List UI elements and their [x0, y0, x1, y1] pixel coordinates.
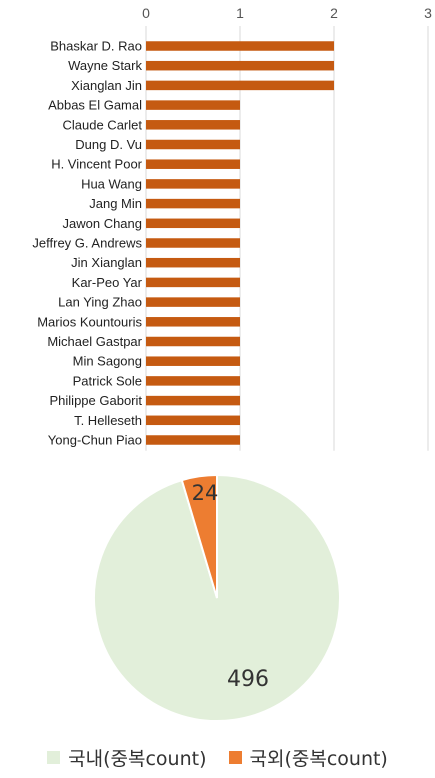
legend-label-domestic: 국내(중복count) [68, 747, 207, 770]
bar [146, 356, 240, 366]
bar [146, 218, 240, 229]
category-label: Min Sagong [73, 354, 142, 369]
category-label: Hua Wang [81, 176, 142, 191]
bar [146, 159, 240, 169]
bar [146, 120, 240, 130]
category-label: Dung D. Vu [75, 137, 142, 152]
legend-swatch-overseas [228, 750, 242, 764]
bar [146, 435, 240, 445]
legend-item-domestic: 국내(중복count) [47, 744, 207, 771]
legend-item-overseas: 국외(중복count) [228, 744, 388, 771]
category-label: Bhaskar D. Rao [50, 39, 142, 54]
category-label: Xianglan Jin [71, 78, 142, 93]
category-label: Jeffrey G. Andrews [32, 236, 142, 251]
x-tick-label: 0 [142, 5, 150, 21]
bar [146, 317, 240, 327]
bar [146, 376, 240, 386]
bar [146, 415, 240, 426]
category-label: H. Vincent Poor [51, 157, 142, 172]
category-label: Wayne Stark [68, 58, 142, 73]
category-label: Jin Xianglan [71, 255, 142, 270]
bar-chart: 0 1 2 3 Bhaskar D. Rao Wayne Stark Xianglan Ji… [32, 5, 432, 451]
value-label-overseas: 24 [192, 481, 219, 505]
bar [146, 60, 334, 71]
category-label: Philippe Gaborit [50, 393, 143, 408]
pie-chart: 496 24 [93, 473, 341, 722]
category-label: Patrick Sole [73, 373, 142, 388]
legend-swatch-domestic [47, 750, 61, 764]
category-label: Marios Kountouris [37, 314, 142, 329]
bar [146, 179, 240, 189]
pie-slice-overseas [180, 473, 218, 599]
bar [146, 395, 240, 406]
value-label-domestic: 496 [227, 667, 269, 692]
category-label: Abbas El Gamal [48, 98, 142, 113]
legend-label-overseas: 국외(중복count) [249, 747, 388, 770]
category-label: Jang Min [89, 196, 142, 211]
bar [146, 41, 334, 51]
category-label: Yong-Chun Piao [48, 433, 142, 448]
category-label: Michael Gastpar [47, 334, 142, 349]
bar [146, 336, 240, 347]
bar [146, 139, 240, 150]
bar [146, 238, 240, 248]
pie-legend: 국내(중복count) 국외(중복count) [0, 742, 435, 772]
bar [146, 297, 240, 307]
category-label: Jawon Chang [63, 216, 143, 231]
x-tick-label: 2 [330, 5, 338, 21]
category-label: Kar-Peo Yar [72, 275, 143, 290]
category-label: Lan Ying Zhao [58, 295, 142, 310]
x-tick-label: 3 [424, 5, 432, 21]
x-tick-label: 1 [236, 5, 244, 21]
bar [146, 277, 240, 288]
bar [146, 100, 240, 110]
bar [146, 80, 334, 91]
bar [146, 198, 240, 209]
category-label: Claude Carlet [63, 117, 143, 132]
bar [146, 257, 240, 268]
category-label: T. Helleseth [74, 413, 142, 428]
